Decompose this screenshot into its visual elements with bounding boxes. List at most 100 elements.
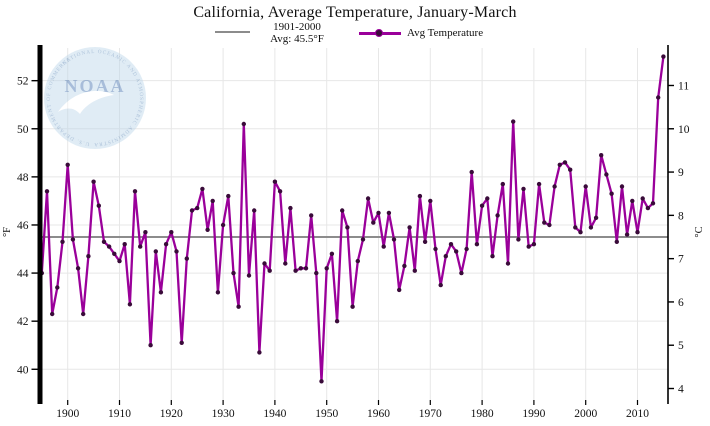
data-point-marker xyxy=(60,239,65,244)
data-point-marker xyxy=(75,266,81,271)
data-point-marker xyxy=(386,210,392,216)
data-point-marker xyxy=(443,254,448,259)
right-axis-tick-label: 5 xyxy=(678,340,684,352)
y-axis-tick-label: 42 xyxy=(17,316,29,328)
data-point-marker xyxy=(101,239,107,244)
data-point-marker xyxy=(412,268,417,273)
data-point-marker xyxy=(656,95,661,100)
data-point-marker xyxy=(50,311,55,317)
data-point-marker xyxy=(340,208,345,213)
data-point-marker xyxy=(609,191,614,196)
data-point-marker xyxy=(516,237,521,242)
data-point-marker xyxy=(345,225,350,230)
y-axis-tick-label: 48 xyxy=(17,172,29,184)
data-point-marker xyxy=(630,198,635,204)
y-axis-unit-right: °C xyxy=(694,226,705,237)
noaa-logo-bird-icon xyxy=(58,90,114,114)
data-point-marker xyxy=(148,343,153,348)
data-point-marker xyxy=(645,205,651,211)
data-point-marker xyxy=(81,311,86,317)
data-point-marker xyxy=(459,270,464,276)
baseline-legend-average: Avg: 45.5°F xyxy=(270,33,324,45)
y-axis-tick-label: 52 xyxy=(17,76,29,88)
data-point-marker xyxy=(479,203,485,208)
data-point-marker xyxy=(257,350,262,355)
y-axis-bar xyxy=(37,45,43,404)
data-point-marker xyxy=(91,179,96,184)
data-point-marker xyxy=(391,237,397,242)
data-point-marker xyxy=(350,304,355,309)
data-point-marker xyxy=(283,261,288,266)
data-point-marker xyxy=(174,249,179,254)
chart-title: California, Average Temperature, January… xyxy=(193,4,517,21)
data-point-marker xyxy=(252,208,257,213)
data-point-marker xyxy=(220,222,226,228)
data-point-marker xyxy=(438,282,443,288)
x-axis-tick-label: 2000 xyxy=(574,408,597,420)
data-point-marker xyxy=(195,205,200,211)
x-axis-tick-label: 1980 xyxy=(471,408,494,420)
data-point-marker xyxy=(433,246,438,252)
data-point-marker xyxy=(241,121,246,127)
x-axis-tick-label: 1960 xyxy=(367,408,390,420)
data-point-marker xyxy=(464,246,469,252)
y-axis-tick-label: 44 xyxy=(17,268,29,280)
data-point-marker xyxy=(277,189,283,194)
x-axis-tick-label: 1950 xyxy=(315,408,338,420)
data-point-marker xyxy=(293,268,298,273)
data-point-marker xyxy=(117,258,122,264)
data-point-marker xyxy=(360,237,366,242)
data-point-marker xyxy=(231,270,236,276)
data-point-marker xyxy=(578,230,583,235)
data-point-marker xyxy=(619,184,625,189)
data-point-marker xyxy=(200,186,205,192)
right-axis-tick-label: 6 xyxy=(678,297,684,309)
data-point-marker xyxy=(329,251,335,256)
data-point-marker xyxy=(397,287,402,293)
data-point-marker xyxy=(169,230,174,235)
x-axis-tick-label: 1970 xyxy=(419,408,442,420)
data-point-marker xyxy=(599,153,604,158)
data-point-marker xyxy=(309,213,314,218)
x-axis-tick-label: 1920 xyxy=(160,408,183,420)
data-point-marker xyxy=(568,167,573,172)
data-point-marker xyxy=(205,227,210,232)
data-point-marker xyxy=(288,205,293,211)
data-point-marker xyxy=(547,222,552,228)
series-legend-marker-icon xyxy=(375,29,383,37)
baseline-legend-label: 1901-2000 Avg: 45.5°F xyxy=(252,21,342,45)
x-axis-tick-label: 1940 xyxy=(263,408,286,420)
y-axis-unit-left: °F xyxy=(2,227,13,237)
data-point-marker xyxy=(153,249,158,254)
data-point-marker xyxy=(573,225,578,230)
data-point-marker xyxy=(365,196,371,201)
x-axis-tick-label: 1900 xyxy=(56,408,79,420)
data-point-marker xyxy=(495,213,500,218)
data-point-marker xyxy=(593,215,599,220)
data-point-marker xyxy=(542,220,547,225)
data-point-marker xyxy=(583,184,588,189)
data-point-marker xyxy=(490,254,495,259)
data-point-marker xyxy=(106,244,112,249)
data-point-marker xyxy=(511,119,516,124)
y-axis-tick-label: 40 xyxy=(17,364,29,376)
data-point-marker xyxy=(158,290,164,295)
data-point-marker xyxy=(226,193,231,199)
data-point-marker xyxy=(552,184,557,189)
data-point-marker xyxy=(661,54,666,59)
data-point-marker xyxy=(407,225,412,230)
x-axis-tick-label: 2010 xyxy=(626,408,649,420)
data-point-marker xyxy=(179,340,184,345)
x-axis-tick-label: 1910 xyxy=(108,408,131,420)
right-axis-tick-label: 11 xyxy=(678,80,689,92)
data-point-marker xyxy=(536,181,542,187)
data-point-marker xyxy=(184,256,189,261)
series-legend-label: Avg Temperature xyxy=(407,27,484,39)
data-point-marker xyxy=(454,249,459,254)
data-point-marker xyxy=(70,237,76,242)
data-point-marker xyxy=(267,268,272,273)
data-point-marker xyxy=(122,242,127,247)
data-point-marker xyxy=(262,261,267,266)
data-point-marker xyxy=(210,198,215,204)
